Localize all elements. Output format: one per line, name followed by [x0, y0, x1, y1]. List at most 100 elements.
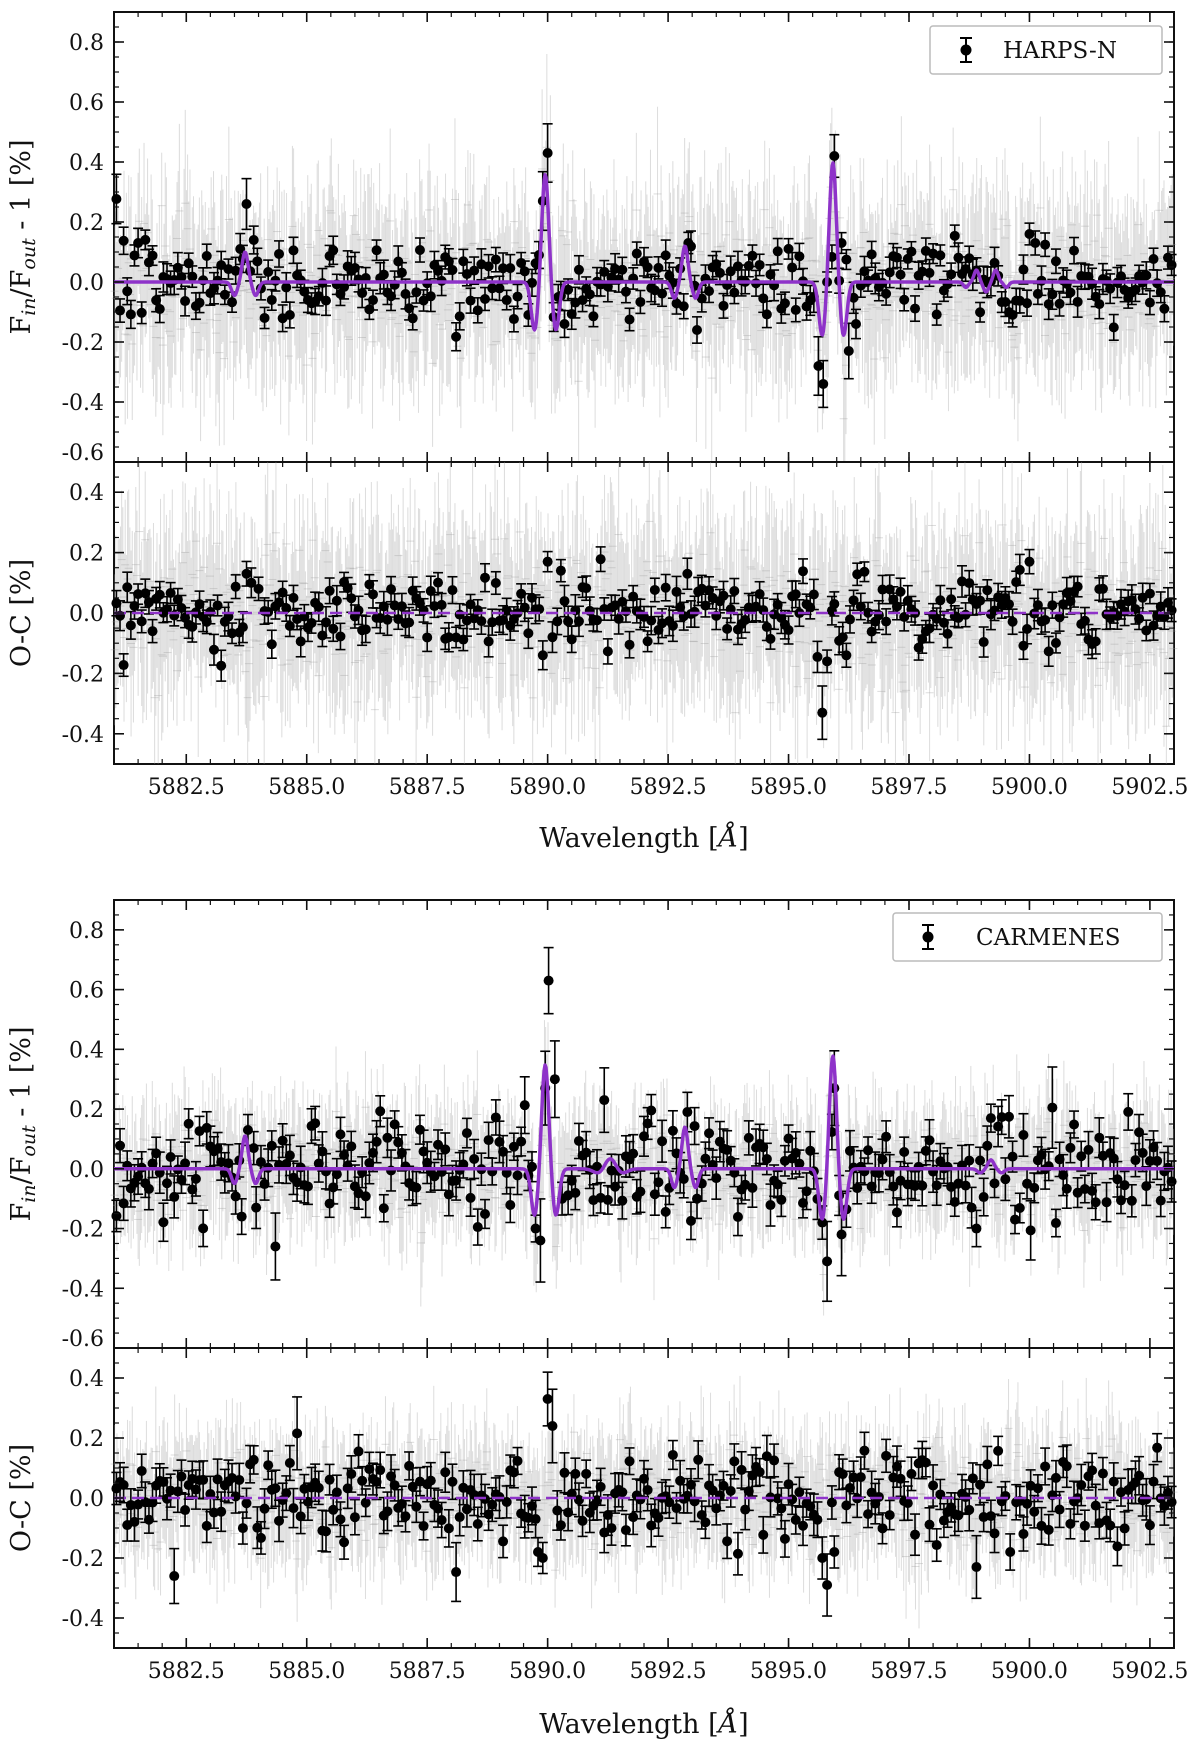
- data-point: [469, 265, 480, 276]
- data-point: [747, 250, 758, 261]
- data-point: [118, 660, 129, 671]
- data-point: [754, 259, 765, 270]
- binned-points-layer: [111, 546, 1177, 741]
- data-point: [573, 264, 584, 275]
- data-point: [259, 312, 270, 323]
- data-point: [1050, 256, 1061, 267]
- y-axis-label-main: F: [6, 316, 37, 335]
- legend-box: [929, 25, 1163, 75]
- data-point: [414, 245, 425, 256]
- data-point: [732, 261, 743, 272]
- data-point: [404, 303, 415, 314]
- data-point: [692, 325, 702, 335]
- data-point: [678, 301, 689, 312]
- data-point: [843, 346, 854, 356]
- y-tick-label: -0.6: [62, 441, 104, 466]
- data-point: [526, 277, 537, 288]
- data-point: [396, 267, 407, 278]
- data-point: [227, 297, 238, 308]
- data-point: [487, 283, 498, 294]
- y-tick-label: 0.6: [69, 91, 104, 116]
- data-point: [704, 286, 715, 297]
- data-point: [530, 258, 541, 269]
- data-point: [729, 287, 740, 298]
- data-point: [1105, 283, 1116, 294]
- data-point: [588, 311, 599, 322]
- data-point: [946, 269, 957, 280]
- data-point: [176, 272, 187, 283]
- legend: HARPS-N: [929, 25, 1163, 75]
- data-point: [458, 256, 469, 267]
- data-point: [480, 294, 490, 305]
- data-point: [725, 266, 736, 277]
- data-point: [263, 266, 274, 277]
- data-point: [136, 307, 147, 318]
- data-point: [718, 300, 729, 311]
- data-point: [122, 286, 133, 297]
- data-point: [1022, 298, 1033, 309]
- data-point: [841, 254, 852, 265]
- data-point: [794, 251, 805, 262]
- data-point: [483, 261, 494, 272]
- data-point: [1166, 259, 1177, 270]
- data-point: [512, 291, 523, 302]
- data-point: [180, 296, 191, 307]
- data-point: [1148, 254, 1159, 265]
- data-point: [761, 309, 772, 320]
- data-point: [328, 245, 339, 256]
- data-point: [642, 262, 653, 273]
- data-point: [447, 264, 458, 275]
- legend-label: HARPS-N: [1003, 38, 1117, 64]
- data-point: [783, 243, 794, 254]
- data-point: [1159, 303, 1170, 314]
- data-point: [906, 246, 917, 257]
- data-point: [960, 264, 971, 275]
- legend-marker-dot: [960, 44, 972, 56]
- data-point: [140, 234, 151, 245]
- harpsn-transmission-panel: 0.8 0.6 0.4 0.2 0.0 -0.2 -0.4 -0.6 HARPS-N Fin/…: [6, 11, 1178, 466]
- data-point: [367, 295, 378, 306]
- data-point: [371, 245, 382, 256]
- data-point: [111, 193, 122, 204]
- data-point: [115, 305, 126, 316]
- data-point: [1108, 322, 1119, 333]
- data-point: [829, 151, 840, 161]
- data-point: [274, 248, 285, 259]
- data-point: [818, 379, 829, 389]
- data-point: [765, 269, 776, 280]
- data-point: [411, 287, 422, 298]
- y-tick-label: -0.4: [62, 391, 104, 416]
- y-tick-label: 0.4: [69, 151, 104, 176]
- data-point: [501, 295, 512, 306]
- data-point: [321, 295, 331, 306]
- data-point: [1094, 299, 1105, 310]
- data-point: [508, 314, 519, 325]
- data-point: [657, 288, 668, 299]
- data-point: [378, 269, 389, 280]
- data-point: [357, 288, 368, 299]
- data-point: [714, 267, 725, 278]
- y-axis-label-mid: /F: [6, 270, 37, 298]
- data-point: [1072, 296, 1083, 307]
- plot-frame: [113, 11, 1175, 463]
- data-point: [787, 262, 798, 273]
- data-point: [418, 295, 429, 306]
- data-point: [122, 582, 133, 593]
- data-point: [288, 245, 299, 256]
- data-point: [964, 253, 975, 264]
- data-point: [1018, 264, 1029, 275]
- data-point: [949, 230, 960, 241]
- data-point: [194, 297, 205, 308]
- data-point: [866, 249, 877, 260]
- data-point: [490, 254, 501, 265]
- data-point: [1065, 287, 1076, 298]
- y-axis-label-tail: - 1 [%]: [6, 140, 37, 239]
- data-point: [660, 250, 671, 261]
- data-point: [349, 262, 360, 273]
- data-point: [975, 307, 986, 318]
- data-point: [505, 263, 516, 274]
- data-point: [696, 293, 707, 304]
- data-point: [1054, 298, 1065, 309]
- data-point: [1155, 287, 1166, 298]
